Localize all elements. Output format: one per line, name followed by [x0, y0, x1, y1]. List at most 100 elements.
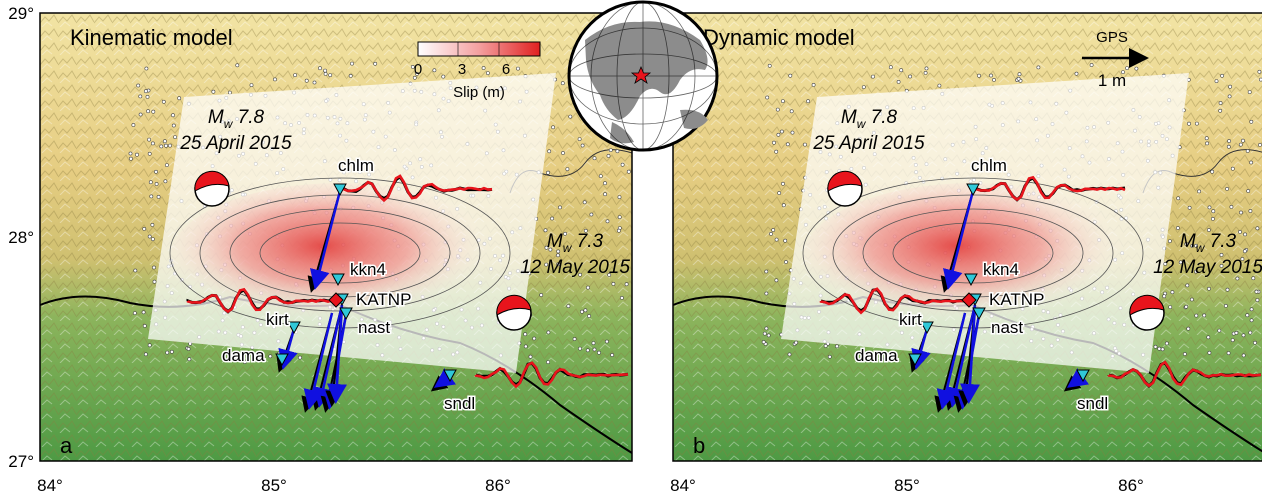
aftershock-dot [556, 262, 561, 267]
aftershock-dot [989, 73, 993, 78]
aftershock-dot [481, 66, 486, 70]
aftershock-dot [304, 78, 309, 83]
aftershock-dot [546, 360, 551, 365]
aftershock-dot [171, 123, 176, 128]
aftershock-dot [789, 109, 794, 114]
aftershock-dot [1170, 290, 1175, 295]
gps-arrow-model [959, 306, 980, 404]
aftershock-dot [1207, 286, 1211, 291]
aftershock-dot [1254, 289, 1259, 294]
aftershock-dot [151, 237, 155, 242]
aftershock-dot [896, 80, 901, 84]
aftershock-dot [1187, 205, 1192, 210]
aftershock-dot [1226, 144, 1231, 149]
aftershock-dot [146, 109, 151, 114]
aftershock-dot [592, 156, 597, 161]
aftershock-dot [769, 231, 773, 236]
aftershock-dot [268, 354, 273, 359]
aftershock-dot [861, 85, 866, 90]
aftershock-dot [171, 113, 175, 118]
panel-letter: b [693, 433, 705, 458]
synthetic-waveform [819, 287, 970, 315]
aftershock-dot [1249, 119, 1254, 124]
aftershock-dot [260, 352, 265, 357]
aftershock-dot [1074, 71, 1079, 76]
gps-station-icon [972, 307, 986, 321]
aftershock-dot [871, 74, 875, 79]
epicenter-icon [328, 292, 344, 308]
aftershock-dot [1207, 228, 1211, 232]
aftershock-dot [1241, 353, 1246, 358]
aftershock-dot [617, 215, 622, 220]
aftershock-dot [1245, 313, 1250, 318]
aftershock-dot [1255, 298, 1260, 303]
station-label: chlm [338, 156, 374, 175]
aftershock-dot [572, 337, 577, 341]
aftershock-dot [138, 112, 143, 117]
aftershock-dot [762, 331, 767, 336]
synthetic-waveform [1107, 360, 1262, 388]
aftershock-dot [1190, 243, 1195, 248]
gps-station-icon [333, 183, 347, 197]
aftershock-dot [550, 216, 554, 221]
lat-tick-label: 27° [8, 452, 34, 471]
panel-frame [39, 12, 633, 462]
station-label: KATNP [989, 290, 1044, 309]
aftershock-dot [1210, 169, 1215, 174]
aftershock-dot [608, 148, 613, 153]
lon-tick-label: 84° [37, 476, 63, 495]
aftershock-dot [159, 144, 164, 149]
aftershock-dot [610, 353, 615, 357]
globe-inset [567, 0, 719, 152]
aftershock-dot [1243, 232, 1248, 237]
panel-letter: a [60, 433, 73, 458]
aftershock-dot [558, 205, 562, 210]
aftershock-dot [312, 80, 317, 85]
aftershock-dot [620, 295, 624, 300]
aftershock-dot [1245, 149, 1250, 153]
lat-tick-label: 29° [8, 4, 34, 23]
aftershock-dot [547, 149, 552, 154]
aftershock-label-date: 12 May 2015 [1153, 257, 1262, 278]
lon-tick-label: 86° [1118, 476, 1144, 495]
synthetic-waveform [186, 287, 337, 314]
aftershock-label: Mw 7.3 [1180, 231, 1237, 255]
aftershock-dot [128, 151, 133, 156]
gps-station-icon [275, 353, 289, 367]
aftershock-dot [1227, 139, 1232, 143]
aftershock-dot [1238, 229, 1242, 234]
aftershock-dot [516, 66, 520, 71]
station-label: dama [855, 346, 898, 365]
gps-station-icon [331, 273, 345, 287]
aftershock-dot [626, 169, 631, 174]
aftershock-dot [777, 191, 782, 195]
aftershock-dot [169, 349, 174, 354]
aftershock-dot [603, 181, 607, 186]
aftershock-dot [783, 238, 788, 243]
aftershock-dot [592, 347, 597, 352]
aftershock-dot [1036, 65, 1041, 70]
aftershock-dot [1194, 269, 1198, 274]
aftershock-dot [617, 195, 622, 200]
colorbar-tick: 0 [414, 61, 422, 78]
aftershock-dot [144, 352, 148, 357]
colorbar-label: Slip (m) [453, 84, 505, 101]
aftershock-dot [781, 203, 786, 208]
aftershock-dot [1239, 210, 1243, 215]
aftershock-dot [790, 130, 795, 135]
aftershock-dot [806, 99, 811, 104]
aftershock-dot [1218, 101, 1223, 105]
aftershock-dot [548, 247, 553, 252]
aftershock-dot [168, 143, 172, 148]
aftershock-dot [151, 109, 156, 114]
gps-station-icon [443, 369, 457, 383]
aftershock-dot [823, 343, 828, 348]
station-label: nast [991, 318, 1023, 337]
aftershock-dot [528, 354, 533, 359]
panel-frame [672, 12, 1262, 462]
aftershock-dot [603, 192, 608, 197]
gps-station-icon [966, 183, 980, 197]
aftershock-beachball-icon-fill [1129, 294, 1165, 316]
aftershock-dot [1230, 166, 1235, 171]
